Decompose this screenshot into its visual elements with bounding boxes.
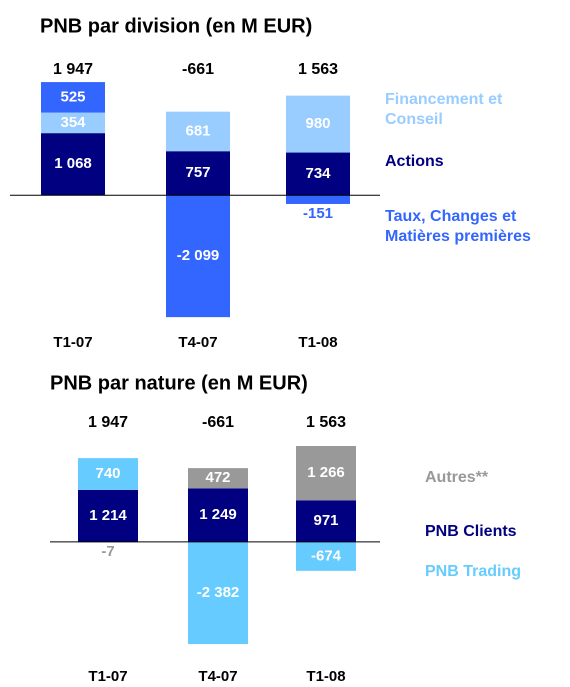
legend-entry: Taux, Changes et Matières premières xyxy=(385,208,531,245)
total-label: 1 947 xyxy=(88,414,128,431)
legend-entry: Autres** xyxy=(425,469,489,486)
total-label: 1 947 xyxy=(53,61,93,78)
bar-segment xyxy=(41,133,105,196)
bar-segment xyxy=(78,458,138,490)
bar-segment xyxy=(166,195,230,318)
bar-segment xyxy=(286,95,350,153)
value-label: 1 249 xyxy=(199,506,237,523)
value-label: 740 xyxy=(95,465,120,482)
value-label: 980 xyxy=(305,115,330,132)
bar-segment xyxy=(296,500,356,542)
value-label: 1 266 xyxy=(307,464,345,481)
value-label: -2 099 xyxy=(177,247,220,264)
value-label: 525 xyxy=(60,88,85,105)
total-label: 1 563 xyxy=(298,61,338,78)
total-label: -661 xyxy=(182,61,214,78)
value-label: -674 xyxy=(311,547,342,564)
value-label: 1 068 xyxy=(54,155,92,172)
x-tick-label: T1-08 xyxy=(298,334,337,351)
bar-segment xyxy=(188,468,248,489)
value-label: 681 xyxy=(185,122,210,139)
value-label: 472 xyxy=(205,469,230,486)
value-label: -7 xyxy=(101,543,114,560)
bar-segment xyxy=(188,541,248,645)
value-label: -151 xyxy=(303,205,333,222)
bar-segment xyxy=(78,489,138,542)
bar-segment xyxy=(41,82,105,113)
total-label: -661 xyxy=(202,414,234,431)
bar-segment xyxy=(296,445,356,501)
bar-segment xyxy=(41,112,105,134)
x-tick-label: T4-07 xyxy=(178,334,217,351)
bar-segment xyxy=(286,195,350,204)
legend-entry: Financement et Conseil xyxy=(385,91,503,128)
bar-segment xyxy=(166,111,230,152)
value-label: -2 382 xyxy=(197,584,240,601)
value-label: 757 xyxy=(185,164,210,181)
total-label: 1 563 xyxy=(306,414,346,431)
legend-entry: Actions xyxy=(385,153,444,170)
value-label: 1 214 xyxy=(89,507,127,524)
chart-title: PNB par division (en M EUR) xyxy=(40,15,312,37)
bar-segment xyxy=(286,152,350,196)
x-tick-label: T1-08 xyxy=(306,668,345,685)
value-label: 734 xyxy=(305,165,331,182)
bar-segment xyxy=(166,151,230,196)
bar-segment xyxy=(296,541,356,571)
value-label: 354 xyxy=(60,114,86,131)
legend-entry: PNB Trading xyxy=(425,563,522,580)
legend-entry: PNB Clients xyxy=(425,523,517,540)
x-tick-label: T1-07 xyxy=(88,668,127,685)
value-label: 971 xyxy=(313,512,338,529)
x-tick-label: T4-07 xyxy=(198,668,237,685)
x-tick-label: T1-07 xyxy=(53,334,92,351)
bar-segment xyxy=(188,488,248,542)
chart-title: PNB par nature (en M EUR) xyxy=(50,372,308,394)
